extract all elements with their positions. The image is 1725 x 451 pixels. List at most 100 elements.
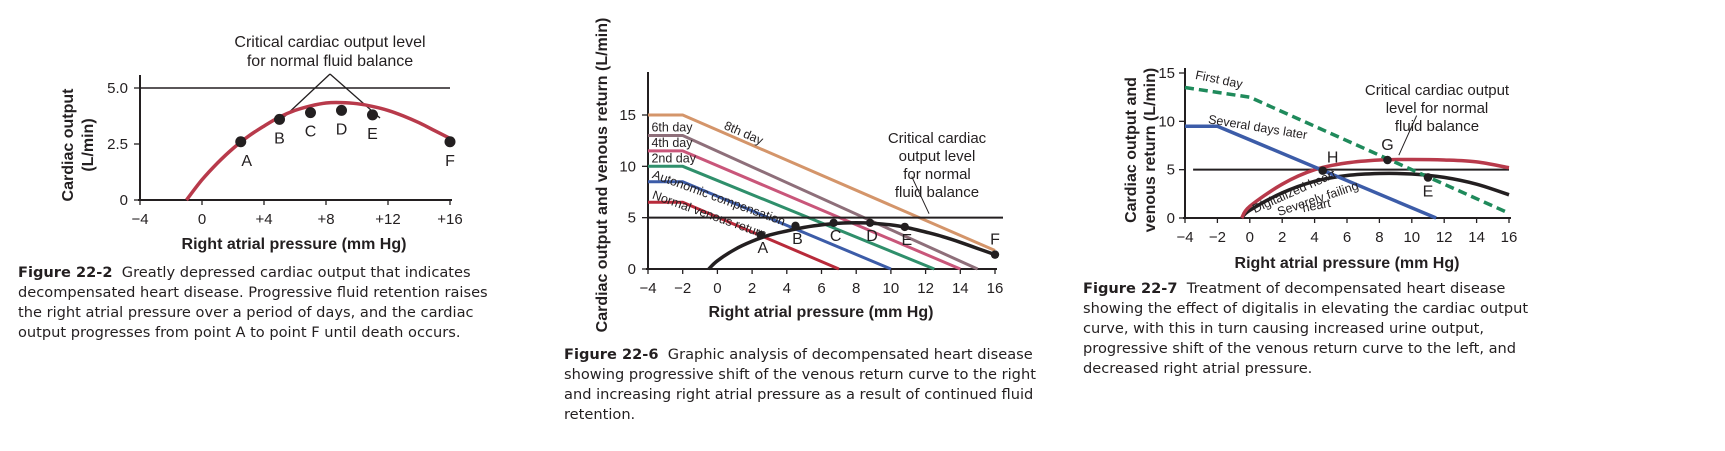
x-tick-label: 16 bbox=[1501, 229, 1518, 246]
point-label-e: E bbox=[901, 232, 912, 249]
x-tick-label: 10 bbox=[883, 280, 900, 297]
point-f bbox=[444, 136, 456, 148]
point-b bbox=[274, 113, 285, 125]
point-d bbox=[865, 218, 875, 227]
y-tick-label: 5 bbox=[1167, 162, 1175, 179]
annotation-line: fluid balance bbox=[1395, 118, 1479, 135]
x-tick-label: 6 bbox=[1343, 229, 1351, 246]
annotation-leader bbox=[1398, 115, 1418, 156]
caption-text: Graphic analysis of decompensated heart … bbox=[564, 346, 1036, 423]
point-label-d: D bbox=[336, 121, 348, 138]
y-tick-label: 10 bbox=[619, 158, 636, 175]
x-tick-label: 6 bbox=[817, 280, 825, 297]
point-b bbox=[791, 221, 800, 231]
venous-return-curve-3 bbox=[648, 164, 935, 271]
point-a bbox=[235, 136, 247, 148]
x-tick-label: 16 bbox=[987, 280, 1004, 297]
y-axis-title-line1: Cardiac output and bbox=[1123, 77, 1140, 223]
x-tick-label: 2 bbox=[748, 280, 756, 297]
x-tick-label: 14 bbox=[952, 280, 969, 297]
point-label-f: F bbox=[990, 232, 1000, 249]
x-tick-label: 4 bbox=[783, 280, 791, 297]
point-label-d: D bbox=[866, 228, 878, 245]
cardiac-output-curve bbox=[707, 221, 996, 271]
caption-text: Treatment of decompensated heart disease… bbox=[1083, 280, 1529, 377]
annotation-line: for normal bbox=[903, 166, 971, 183]
caption-text: Greatly depressed cardiac output that in… bbox=[18, 264, 488, 341]
annotation-line: Critical cardiac bbox=[888, 130, 987, 147]
x-tick-label: +4 bbox=[255, 211, 272, 228]
x-tick-label: −4 bbox=[639, 280, 656, 297]
point-label-b: B bbox=[792, 231, 803, 248]
first-day-curve bbox=[1184, 85, 1510, 215]
point-label-b: B bbox=[274, 130, 285, 147]
x-tick-label: +12 bbox=[375, 211, 400, 228]
annotation-line1: Critical cardiac output level bbox=[234, 34, 425, 51]
caption-number: Figure 22-6 bbox=[564, 346, 659, 363]
caption-number: Figure 22-2 bbox=[18, 264, 113, 281]
point-label-a: A bbox=[241, 153, 252, 170]
figure-22-7-caption: Figure 22-7 Treatment of decompensated h… bbox=[1083, 279, 1563, 379]
series-label-8th-day: 8th day bbox=[722, 119, 766, 148]
annotation-leader bbox=[911, 176, 930, 214]
x-tick-label: 8 bbox=[1375, 229, 1383, 246]
annotation-line: output level bbox=[899, 148, 976, 165]
venous-return-curve-1 bbox=[648, 200, 840, 271]
y-tick-label: 0 bbox=[120, 192, 128, 209]
y-tick-label: 0 bbox=[628, 261, 636, 278]
caption-number: Figure 22-7 bbox=[1083, 280, 1178, 297]
x-tick-label: 12 bbox=[1436, 229, 1453, 246]
point-label-h: H bbox=[1327, 150, 1339, 167]
y-tick-label: 15 bbox=[619, 107, 636, 124]
x-tick-label: 2 bbox=[1278, 229, 1286, 246]
annotation-line: fluid balance bbox=[895, 184, 979, 201]
point-d bbox=[336, 104, 347, 116]
critical-level-annotation: Critical cardiac output level for normal… bbox=[234, 34, 425, 70]
x-tick-label: 0 bbox=[1246, 229, 1254, 246]
y-tick-label: 5.0 bbox=[107, 80, 128, 97]
y-axis-title: Cardiac output and venous return (L/min) bbox=[594, 18, 611, 333]
point-label-f: F bbox=[445, 153, 455, 170]
venous-return-curve-2 bbox=[648, 180, 892, 271]
several-days-later-curve bbox=[1185, 124, 1437, 220]
x-tick-label: 12 bbox=[917, 280, 934, 297]
y-tick-label: 15 bbox=[1158, 65, 1175, 82]
x-tick-label: 10 bbox=[1403, 229, 1420, 246]
venous-return-curve-4 bbox=[648, 149, 961, 271]
point-label-e: E bbox=[1423, 183, 1434, 200]
x-tick-label: 8 bbox=[852, 280, 860, 297]
x-tick-label: −4 bbox=[1176, 229, 1193, 246]
x-tick-label: 0 bbox=[713, 280, 721, 297]
point-label-e: E bbox=[367, 126, 378, 143]
point-e bbox=[1423, 173, 1433, 182]
point-label-g: G bbox=[1381, 137, 1393, 154]
point-f bbox=[990, 250, 1000, 259]
cardiac-output-curve bbox=[185, 100, 451, 202]
series-label-2nd-day: 2nd day bbox=[651, 151, 696, 165]
y-axis-title-line2: venous return (L/min) bbox=[1142, 68, 1159, 232]
y-tick-label: 5 bbox=[628, 210, 636, 227]
critical-level-annotation: Critical cardiac output level for normal… bbox=[1365, 82, 1510, 135]
severely-failing-heart-curve bbox=[1240, 171, 1510, 220]
y-axis-title-line2: (L/min) bbox=[80, 118, 97, 171]
critical-level-annotation: Critical cardiac output level for normal… bbox=[888, 130, 987, 201]
point-h bbox=[1318, 166, 1327, 175]
point-e bbox=[900, 222, 909, 232]
point-e bbox=[367, 109, 378, 121]
y-tick-label: 0 bbox=[1167, 210, 1175, 227]
figure-22-2-caption: Figure 22-2 Greatly depressed cardiac ou… bbox=[18, 263, 508, 343]
x-tick-label: −2 bbox=[674, 280, 691, 297]
x-tick-label: −4 bbox=[131, 211, 148, 228]
series-label-first-day: First day bbox=[1194, 68, 1245, 92]
series-label-6th-day: 6th day bbox=[651, 121, 693, 135]
point-label-a: A bbox=[757, 240, 768, 257]
x-tick-label: +16 bbox=[437, 211, 462, 228]
point-c bbox=[305, 107, 316, 119]
point-label-c: C bbox=[305, 124, 317, 141]
x-tick-label: 14 bbox=[1468, 229, 1485, 246]
annotation-line2: for normal fluid balance bbox=[247, 53, 413, 70]
point-g bbox=[1383, 155, 1392, 165]
point-a bbox=[756, 230, 765, 240]
x-tick-label: −2 bbox=[1209, 229, 1226, 246]
